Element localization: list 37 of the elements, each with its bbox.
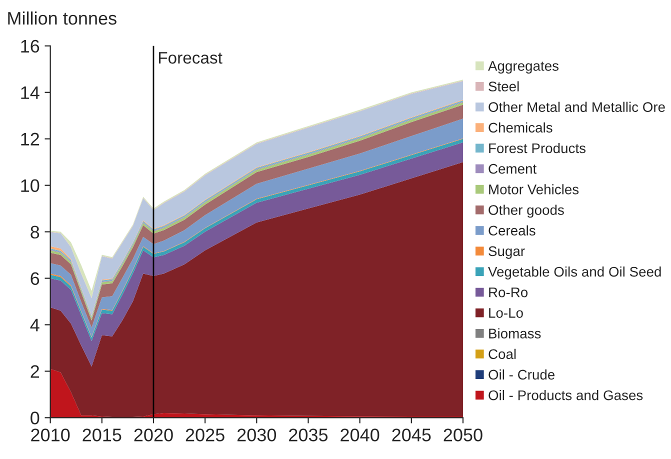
x-tick-label: 2045 [392,428,431,442]
x-tick-label: 2020 [134,428,173,442]
legend-label: Other Metal and Metallic Ore [488,102,665,112]
legend-label: Chemicals [488,122,552,133]
legend-label: Steel [488,81,519,92]
y-tick-label: 16 [21,40,40,53]
legend-label: Motor Vehicles [489,184,579,194]
x-tick-label: 2050 [444,428,482,442]
y-tick-label: 12 [21,132,40,146]
x-tick-label: 2010 [31,428,70,442]
legend-label: Oil - Products and Gases [488,390,643,400]
legend-label: Cement [488,164,537,174]
y-tick-label: 2 [30,365,40,378]
ref-line-label: Forecast [158,52,222,64]
x-tick-label: 2035 [289,428,328,442]
legend-label: Ro-Ro [489,288,528,298]
legend-label: Coal [488,348,516,360]
x-tick-label: 2015 [82,428,122,442]
legend-label: Cereals [488,225,536,236]
legend-label: Forest Products [489,142,586,154]
legend-label: Lo-Lo [489,308,523,318]
y-axis-title: Million tonnes [8,11,116,25]
legend-label: Vegetable Oils and Oil Seed [488,266,661,280]
y-tick-label: 0 [30,412,40,424]
legend-label: Aggregates [488,61,559,74]
x-tick-label: 2025 [186,428,224,442]
legend-label: Biomass [489,328,541,338]
y-tick-label: 10 [21,179,40,192]
legend-label: Oil - Crude [488,369,555,380]
y-tick-label: 14 [21,86,40,99]
legend-label: Sugar [488,246,525,259]
legend-label: Other goods [488,204,564,218]
x-tick-label: 2040 [340,428,380,442]
y-tick-label: 4 [30,318,40,332]
y-tick-label: 6 [30,272,40,285]
x-tick-label: 2030 [237,428,276,442]
y-tick-label: 8 [30,226,40,239]
